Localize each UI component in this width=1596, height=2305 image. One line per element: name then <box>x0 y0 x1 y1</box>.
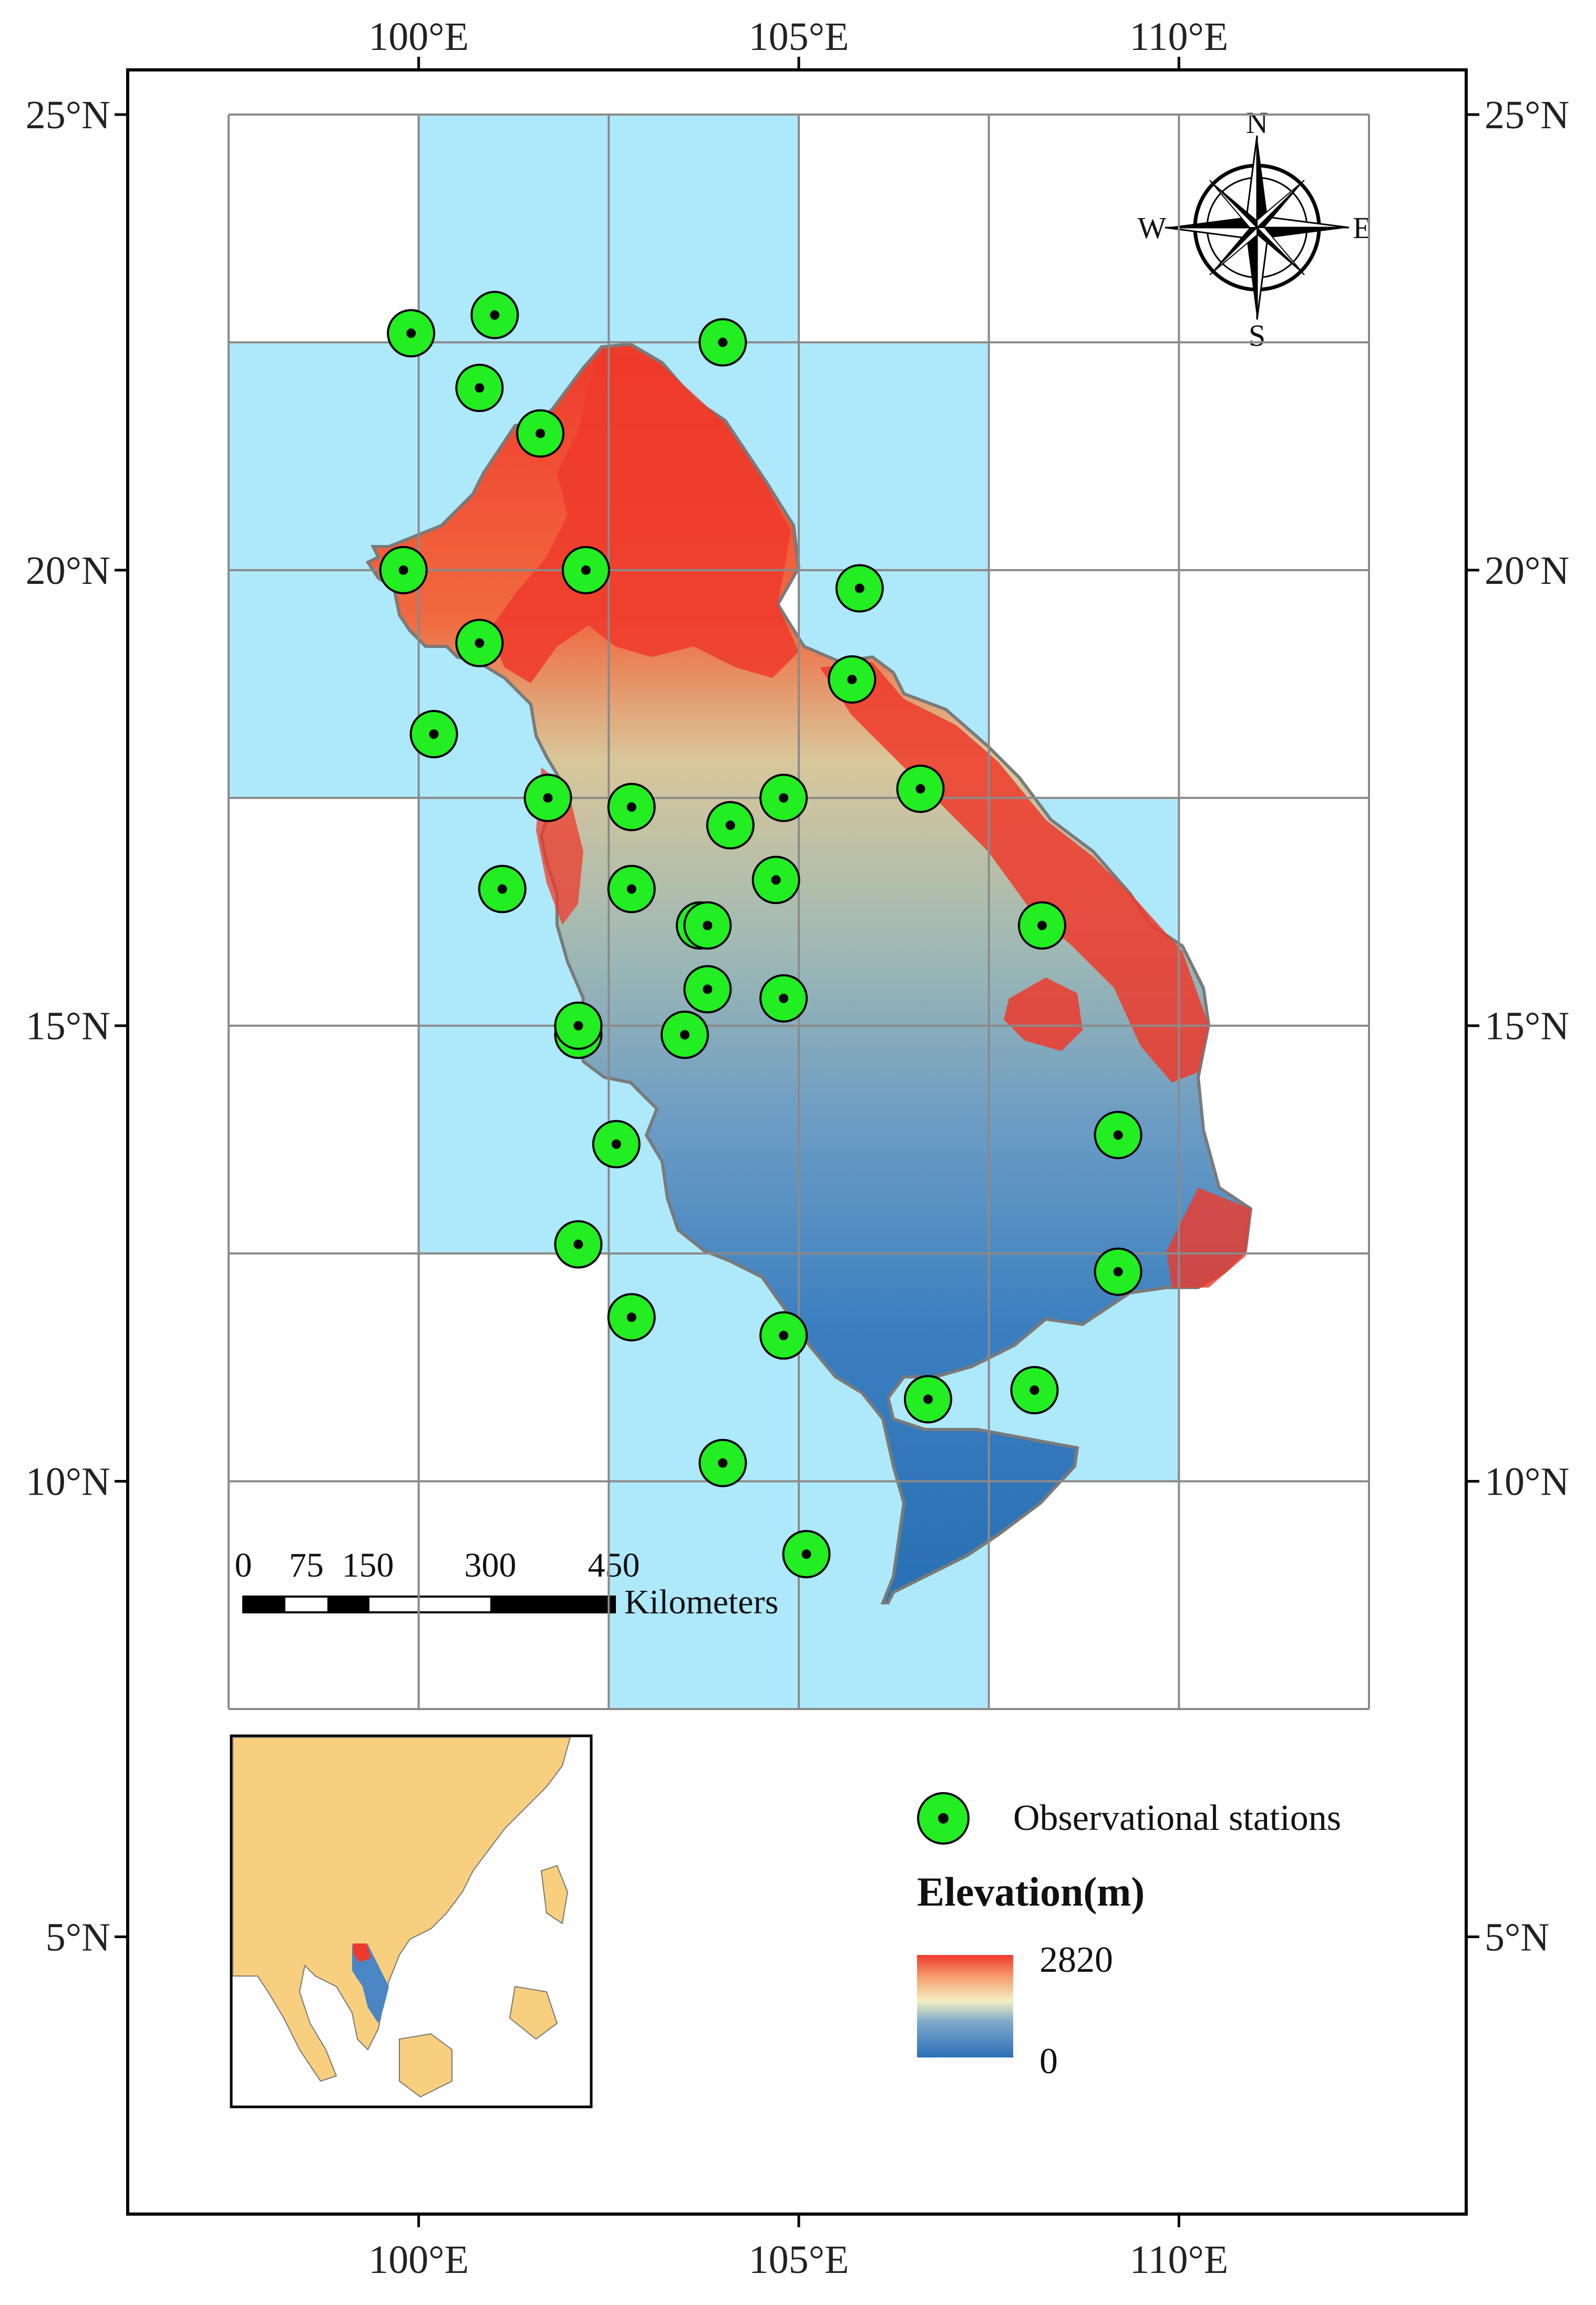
observational-station <box>455 619 504 667</box>
observational-station <box>554 1001 603 1050</box>
observational-station <box>607 1293 656 1342</box>
compass-south-label: S <box>1249 318 1265 353</box>
scale-tick-150: 150 <box>342 1546 394 1584</box>
scale-bar: 0 75 150 300 450 Kilometers <box>235 1546 779 1621</box>
grid-cell-highlight <box>229 342 419 570</box>
observational-station <box>478 865 527 913</box>
grid-cell-highlight <box>799 342 989 570</box>
x-tick-label-bottom: 100°E <box>368 2238 469 2282</box>
inset-island-1 <box>540 1865 569 1925</box>
inset-island-3 <box>509 1985 558 2040</box>
legend-stations-label: Observational stations <box>1013 1798 1341 1838</box>
observational-station <box>607 783 656 831</box>
y-tick-label-left: 20°N <box>26 549 110 593</box>
scale-tick-300: 300 <box>465 1546 517 1584</box>
observational-station <box>523 774 572 822</box>
observational-station <box>561 546 610 594</box>
x-tick-label-bottom: 110°E <box>1129 2238 1228 2282</box>
observational-station <box>592 1120 641 1169</box>
x-tick-label-top: 110°E <box>1129 15 1228 59</box>
scale-unit-label: Kilometers <box>624 1583 778 1621</box>
observational-station <box>896 764 945 813</box>
observational-station <box>759 1311 808 1360</box>
y-tick-label-right: 15°N <box>1485 1004 1569 1048</box>
inset-landmass <box>232 1737 571 2082</box>
observational-station <box>1017 901 1066 950</box>
observational-station <box>1010 1366 1059 1415</box>
y-tick-label-right: 5°N <box>1485 1915 1549 1959</box>
compass-west-label: W <box>1138 211 1167 245</box>
basin-shape <box>365 342 1253 1604</box>
x-tick-label-bottom: 105°E <box>749 2238 849 2282</box>
observational-station <box>759 974 808 1023</box>
station-layer <box>379 291 1142 1579</box>
observational-station <box>698 318 747 367</box>
highland-north <box>489 349 799 683</box>
observational-station <box>554 1220 603 1269</box>
legend-elevation-min: 0 <box>1039 2041 1058 2082</box>
observational-station <box>409 709 458 758</box>
observational-station <box>455 364 504 413</box>
inset-island-2 <box>399 2033 452 2098</box>
legend-elevation-max: 2820 <box>1039 1940 1113 1980</box>
observational-station <box>607 865 656 913</box>
observational-station <box>706 801 755 850</box>
y-tick-label-right: 20°N <box>1485 549 1569 593</box>
grid-cell-highlight <box>418 1025 609 1254</box>
compass-north-label: N <box>1246 106 1268 140</box>
grid-cell-highlight <box>609 1253 799 1481</box>
observational-station <box>661 1011 709 1059</box>
y-tick-label-right: 10°N <box>1485 1460 1569 1504</box>
observational-station <box>698 1438 747 1487</box>
observational-station <box>782 1530 831 1579</box>
y-tick-label-left: 25°N <box>26 93 110 137</box>
observational-station <box>683 965 732 1014</box>
observational-station <box>1094 1110 1142 1159</box>
observational-station <box>683 901 732 950</box>
legend-elevation-title: Elevation(m) <box>917 1869 1145 1915</box>
scale-tick-450: 450 <box>588 1546 640 1584</box>
observational-station <box>516 409 565 458</box>
observational-station <box>470 291 519 339</box>
y-tick-label-left: 15°N <box>26 1004 110 1048</box>
y-tick-label-right: 25°N <box>1485 93 1569 137</box>
scale-tick-0: 0 <box>235 1546 252 1584</box>
plateau-bolaven <box>1004 977 1083 1051</box>
elevation-color-ramp <box>917 1955 1013 2057</box>
observational-station <box>751 856 800 904</box>
y-tick-label-left: 10°N <box>26 1460 110 1504</box>
inset-basin-high <box>353 1943 371 1962</box>
grid-cell-highlight <box>609 115 799 343</box>
observational-station <box>828 655 877 704</box>
observational-station <box>387 309 436 358</box>
y-tick-label-left: 5°N <box>46 1915 110 1959</box>
observational-station <box>903 1375 952 1424</box>
x-tick-label-top: 105°E <box>749 15 849 59</box>
inset-basin <box>352 1944 389 2023</box>
scale-tick-75: 75 <box>289 1546 324 1584</box>
x-tick-label-top: 100°E <box>368 15 469 59</box>
axis-ticks: 100°E 100°E 105°E 105°E 110°E 110°E 25°N 25°N 20… <box>26 15 1570 2282</box>
grid-cell-highlight <box>609 1481 799 1709</box>
observational-station <box>759 774 808 822</box>
legend: Observational stations Elevation(m) 2820… <box>917 1792 1341 2082</box>
grid-cell-highlight <box>229 570 419 798</box>
observational-station <box>835 564 884 613</box>
highland-southeast <box>1167 1188 1251 1288</box>
outer-frame <box>126 68 1468 2216</box>
observational-station <box>379 546 428 594</box>
observational-station <box>1094 1247 1142 1296</box>
north-arrow-compass: N S E W <box>1138 106 1372 353</box>
inset-map <box>230 1734 593 2108</box>
